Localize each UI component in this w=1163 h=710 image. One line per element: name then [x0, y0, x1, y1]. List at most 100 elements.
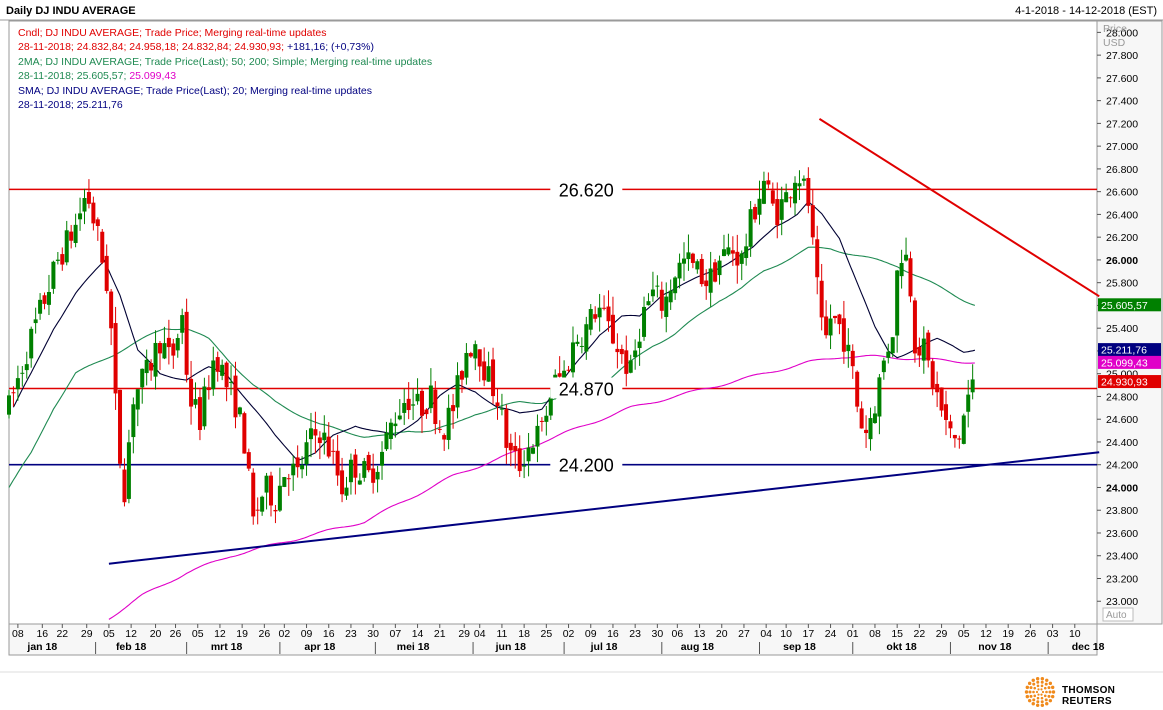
candle-body — [957, 438, 962, 440]
candle-body — [646, 301, 651, 306]
logo-dot — [1036, 696, 1040, 700]
x-tick-label: 12 — [125, 628, 137, 640]
candle — [837, 313, 842, 335]
candle-body — [33, 319, 38, 324]
candle-body — [562, 370, 567, 380]
candle — [402, 388, 407, 425]
candle-body — [944, 404, 949, 420]
candle — [264, 472, 269, 510]
candle — [7, 390, 11, 419]
trendline — [818, 118, 1100, 298]
candle — [708, 251, 713, 307]
logo-dot — [1027, 681, 1032, 686]
y-tick-label: 23.000 — [1106, 596, 1138, 608]
y-tick-label: 25.800 — [1106, 278, 1138, 290]
candle-body — [837, 314, 842, 325]
candle — [175, 333, 180, 358]
candle — [20, 365, 25, 387]
candle — [921, 326, 926, 374]
candle-body — [642, 306, 647, 337]
candle-body — [939, 387, 944, 411]
candle — [508, 433, 513, 467]
candle — [131, 397, 136, 454]
candle-body — [388, 422, 393, 439]
candle-body — [193, 399, 198, 405]
candle — [584, 316, 589, 360]
candle — [437, 420, 442, 434]
auto-scale-toggle: Auto — [1102, 607, 1134, 622]
candle — [761, 171, 766, 205]
candle-body — [597, 307, 602, 318]
candle — [446, 394, 451, 450]
candle — [890, 337, 895, 358]
candle-body — [744, 246, 749, 259]
logo-dot — [1035, 690, 1039, 694]
x-tick-label: 17 — [803, 628, 815, 640]
candle — [655, 275, 660, 298]
candle-body — [801, 178, 806, 181]
candle-body — [180, 315, 185, 333]
candle — [810, 189, 815, 245]
candle-body — [815, 239, 820, 278]
candle-body — [961, 415, 966, 444]
logo-dot — [1040, 700, 1044, 704]
candle-body — [184, 311, 189, 375]
candle-body — [841, 318, 846, 352]
candle-body — [246, 452, 251, 469]
candle — [717, 255, 722, 285]
candle-body — [517, 448, 522, 472]
candle-body — [535, 425, 540, 447]
candle — [189, 360, 194, 425]
y-tick-label: 24.200 — [1106, 460, 1138, 472]
logo-dot — [1031, 701, 1035, 706]
x-month-label: mrt 18 — [211, 641, 243, 653]
candle-body — [371, 468, 376, 483]
candle-body — [100, 231, 105, 263]
candle-body — [926, 332, 931, 361]
x-tick-label: 03 — [1047, 628, 1059, 640]
candle-body — [637, 341, 642, 349]
candle — [566, 365, 571, 373]
logo-dot — [1040, 703, 1045, 707]
legend-candle-values-date: 28-11-2018; 24.832,84; 24.958,18; 24.832… — [18, 41, 285, 54]
candle — [957, 435, 962, 449]
candle-body — [779, 199, 784, 220]
candle-body — [24, 364, 29, 371]
candle — [908, 251, 913, 303]
candle — [944, 390, 949, 436]
candle — [322, 415, 327, 455]
candle — [206, 375, 211, 400]
candle-body — [952, 434, 957, 439]
candle-body — [930, 361, 935, 388]
y-tick-label: 23.600 — [1106, 528, 1138, 540]
candle — [744, 233, 749, 266]
candle — [397, 399, 402, 421]
candle-body — [233, 375, 238, 418]
candle-body — [82, 198, 87, 212]
candle-body — [948, 421, 953, 429]
last-value-tag-bg — [1098, 298, 1161, 312]
logo-dot — [1048, 690, 1052, 694]
candle — [197, 388, 202, 441]
candle-body — [602, 307, 607, 309]
candle — [442, 433, 447, 451]
candle-body — [55, 259, 60, 261]
logo-dot — [1045, 690, 1048, 694]
candle — [260, 495, 265, 516]
candle — [451, 393, 456, 429]
candle — [486, 351, 491, 382]
candle-body — [935, 383, 940, 393]
candle — [677, 253, 682, 289]
x-tick-label: 23 — [345, 628, 357, 640]
legend-sma-values: 28-11-2018; 25.211,76 — [18, 99, 123, 112]
candle — [588, 304, 593, 336]
x-tick-label: 05 — [192, 628, 204, 640]
level-label: 24.200 — [559, 456, 614, 476]
candle-body — [73, 224, 78, 244]
candle-body — [522, 465, 527, 467]
candle-body — [135, 389, 140, 410]
candle — [633, 339, 638, 370]
candle — [513, 432, 518, 469]
logo-dot — [1041, 690, 1045, 694]
candle — [793, 176, 798, 216]
